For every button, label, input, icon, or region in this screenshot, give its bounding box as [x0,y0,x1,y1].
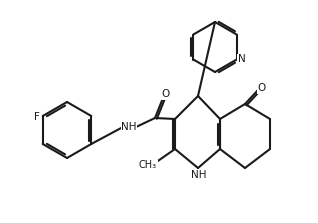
Text: NH: NH [121,122,137,132]
Text: NH: NH [191,170,207,180]
Text: CH₃: CH₃ [139,160,157,170]
Text: O: O [258,83,266,93]
Text: N: N [238,54,245,64]
Text: F: F [34,112,40,122]
Text: O: O [161,89,169,99]
